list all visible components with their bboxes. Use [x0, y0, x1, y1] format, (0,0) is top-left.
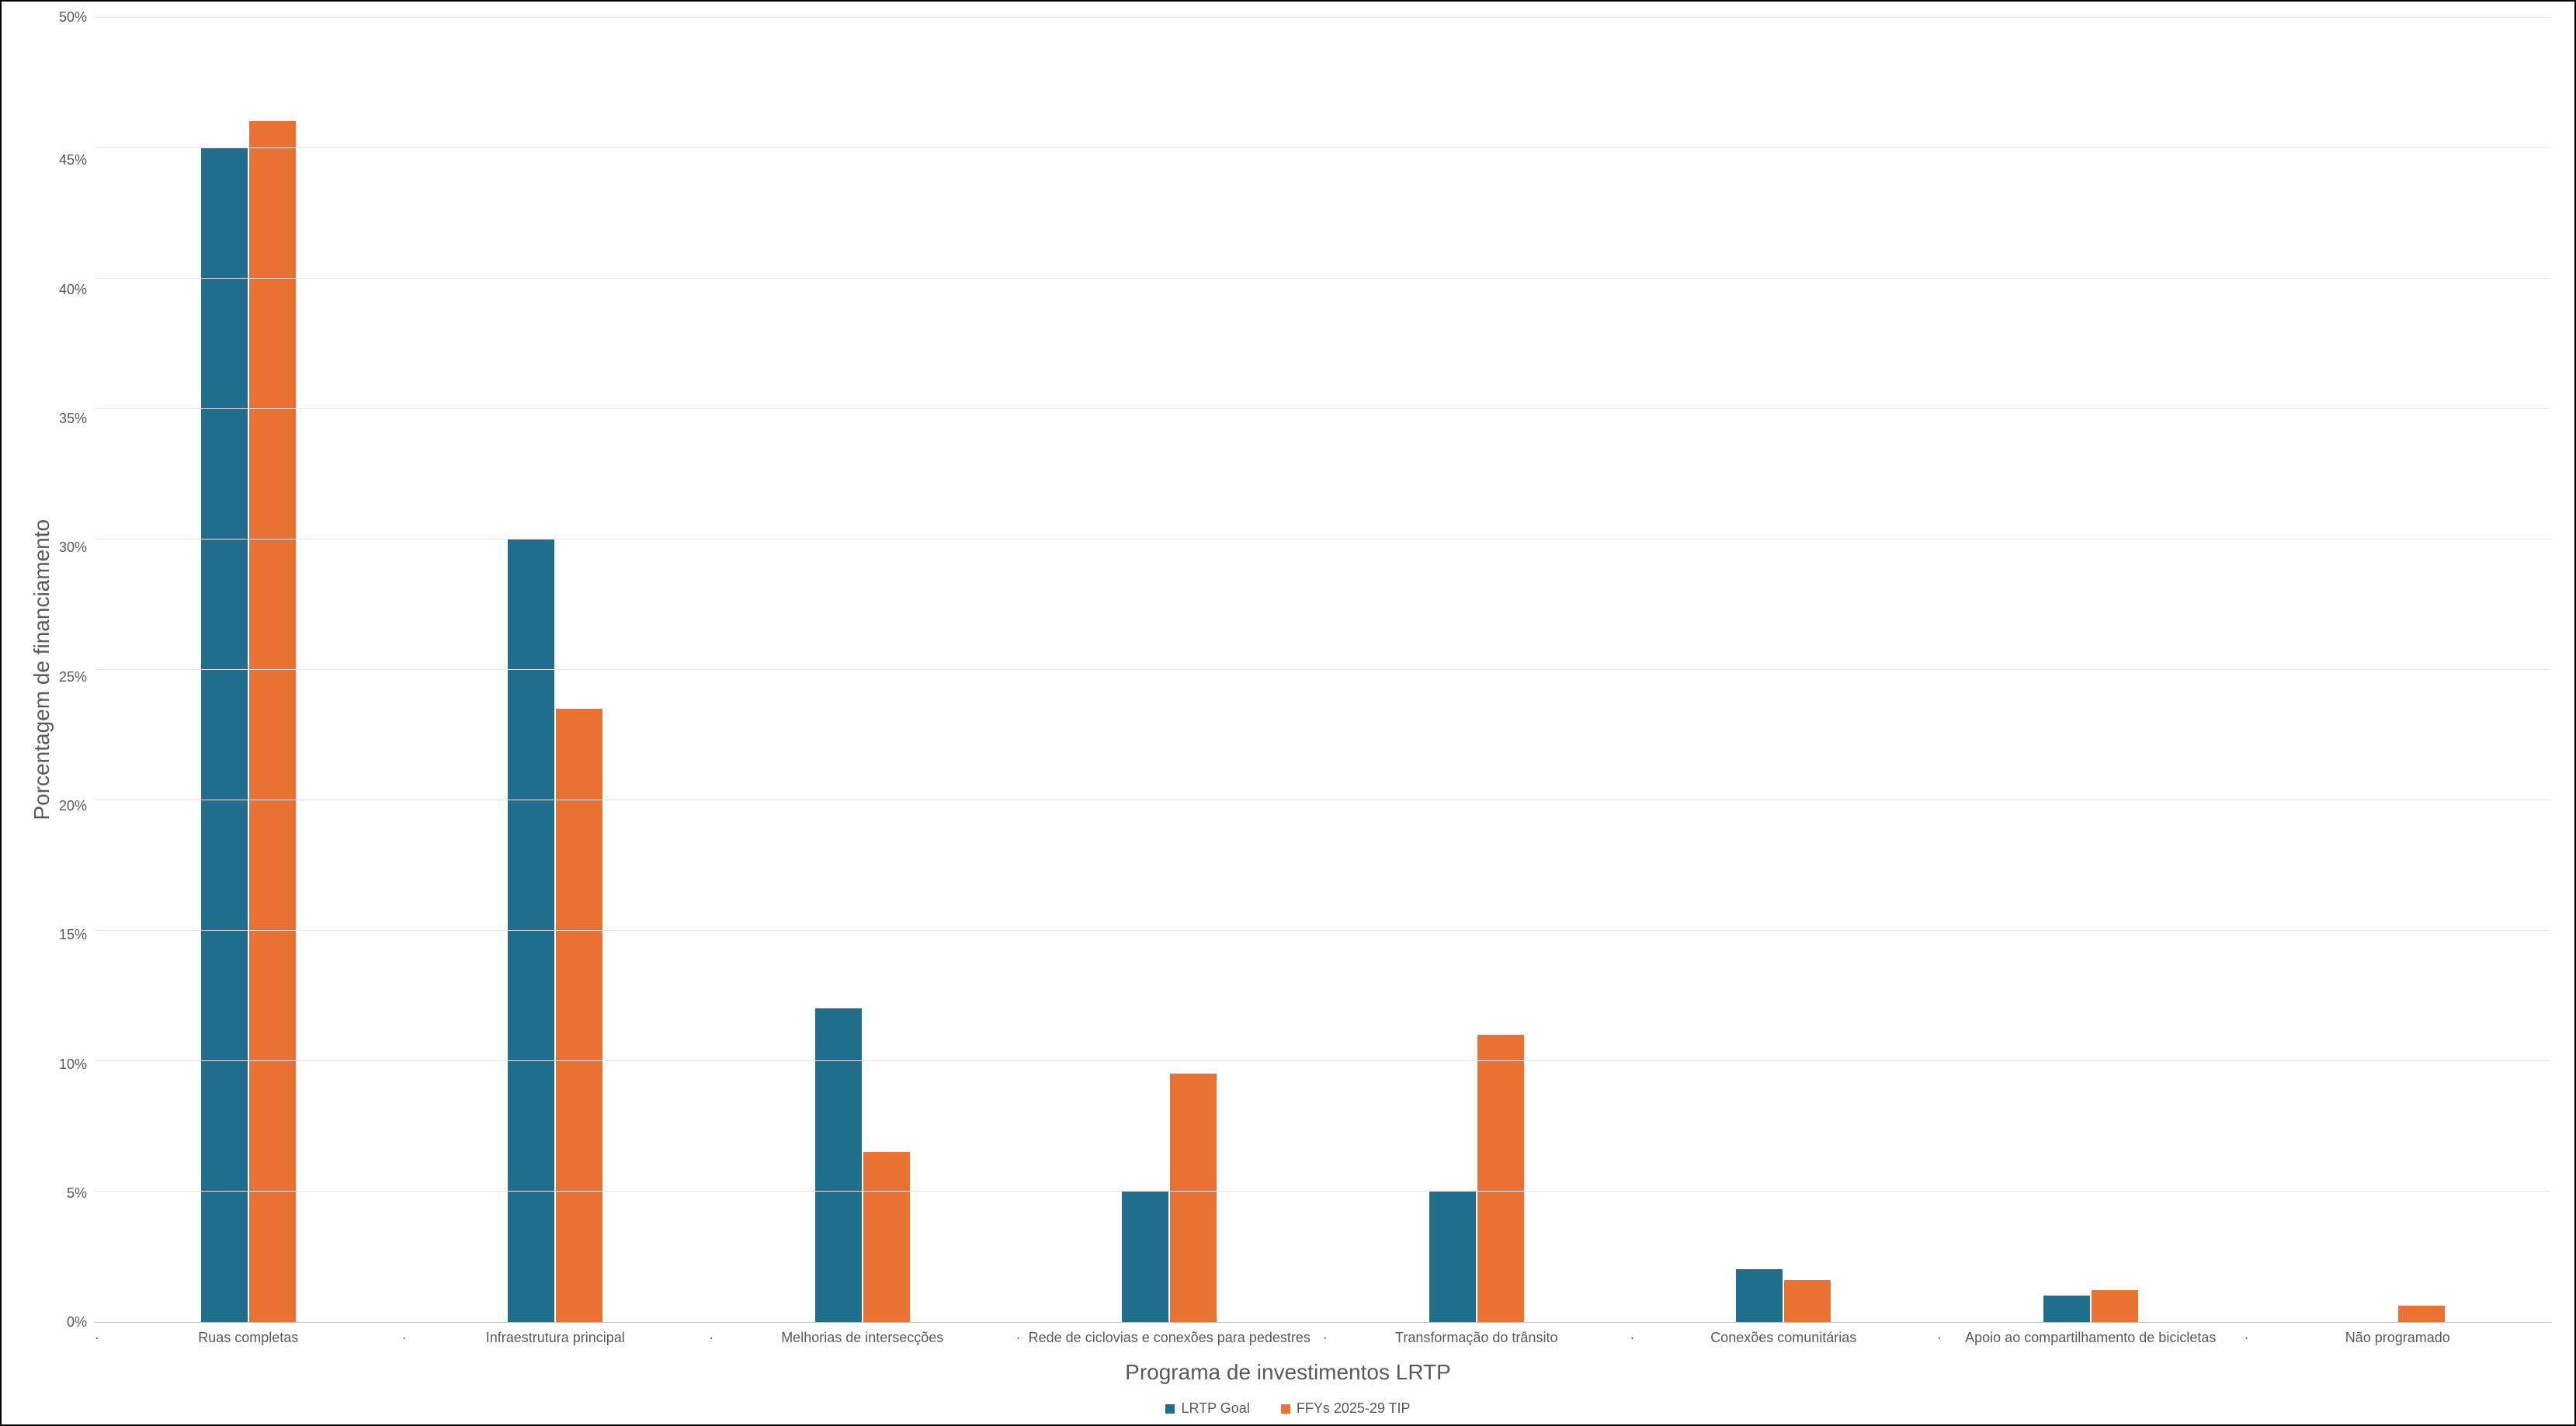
x-tick-label: Melhorias de intersecções: [709, 1323, 1016, 1347]
gridline: [95, 408, 2551, 409]
bar: [1477, 1035, 1524, 1322]
bar: [1429, 1191, 1476, 1321]
legend-label: LRTP Goal: [1181, 1400, 1249, 1417]
bar: [1736, 1269, 1783, 1321]
legend-swatch: [1281, 1404, 1290, 1414]
y-tick-label: 30%: [59, 540, 87, 554]
gridline: [95, 539, 2551, 540]
y-tick-label: 35%: [59, 411, 87, 425]
y-tick-label: 25%: [59, 670, 87, 684]
gridline: [95, 147, 2551, 148]
gridline: [95, 17, 2551, 18]
gridline: [95, 278, 2551, 279]
plot-area: [95, 17, 2551, 1323]
bar: [2398, 1306, 2445, 1321]
legend-item: FFYs 2025-29 TIP: [1281, 1400, 1411, 1417]
bar: [1122, 1191, 1168, 1321]
x-tick-label: Rede de ciclovias e conexões para pedest…: [1016, 1323, 1324, 1347]
x-axis-labels: Ruas completasInfraestrutura principalMe…: [95, 1323, 2551, 1347]
y-tick-label: 45%: [59, 153, 87, 167]
legend-item: LRTP Goal: [1165, 1400, 1249, 1417]
y-tick-label: 0%: [67, 1315, 87, 1329]
bar: [1784, 1280, 1831, 1322]
legend-swatch: [1165, 1404, 1175, 1414]
y-axis-title: Porcentagem de financiamento: [25, 17, 59, 1323]
x-tick-label: Transformação do trânsito: [1323, 1323, 1630, 1347]
bar: [1170, 1074, 1217, 1321]
x-tick-label: Infraestrutura principal: [402, 1323, 710, 1347]
y-tick-label: 20%: [59, 799, 87, 813]
bar: [249, 121, 296, 1321]
y-axis-ticks: 50%45%40%35%30%25%20%15%10%5%0%: [59, 17, 95, 1323]
y-tick-label: 10%: [59, 1057, 87, 1071]
legend: LRTP Goal FFYs 2025-29 TIP: [25, 1385, 2551, 1417]
y-tick-label: 15%: [59, 928, 87, 942]
x-tick-label: Conexões comunitárias: [1630, 1323, 1938, 1347]
bar: [201, 147, 248, 1321]
x-axis-title: Programa de investimentos LRTP: [25, 1346, 2551, 1385]
bar: [815, 1008, 862, 1321]
gridline: [95, 1191, 2551, 1192]
x-labels-row: Ruas completasInfraestrutura principalMe…: [25, 1323, 2551, 1347]
x-tick-label: Apoio ao compartilhamento de bicicletas: [1937, 1323, 2244, 1347]
y-tick-label: 50%: [59, 10, 87, 24]
y-tick-label: 5%: [67, 1186, 87, 1200]
x-tick-label: Ruas completas: [95, 1323, 402, 1347]
y-tick-label: 40%: [59, 283, 87, 297]
gridline: [95, 1060, 2551, 1061]
legend-label: FFYs 2025-29 TIP: [1297, 1400, 1411, 1417]
bar: [2092, 1290, 2138, 1321]
gridline: [95, 669, 2551, 670]
bar: [2043, 1296, 2090, 1322]
gridline: [95, 930, 2551, 931]
chart-frame: Porcentagem de financiamento 50% 45% 40% 35…: [0, 0, 2576, 1426]
x-tick-label: Não programado: [2244, 1323, 2552, 1347]
bar: [863, 1152, 910, 1321]
plot-row: Porcentagem de financiamento 50%45%40%35…: [25, 17, 2551, 1323]
